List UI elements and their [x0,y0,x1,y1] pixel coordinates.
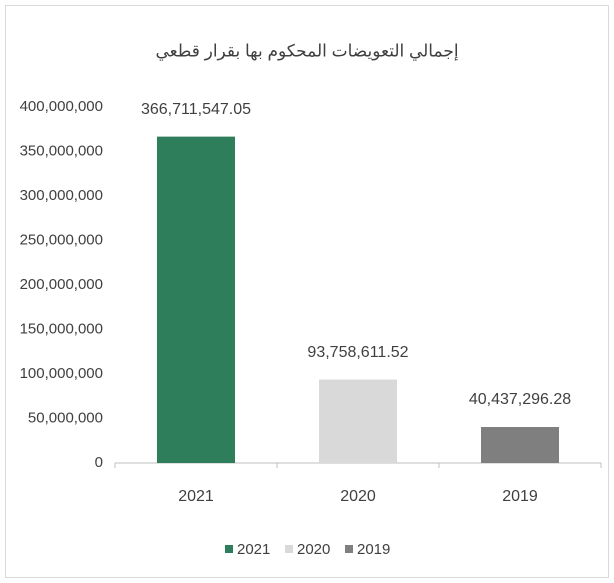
legend-swatch [345,545,353,553]
y-tick-label: 100,000,000 [20,365,103,382]
y-tick-label: 400,000,000 [20,98,103,115]
x-tick-label: 2019 [502,488,538,505]
y-tick-label: 300,000,000 [20,187,103,204]
legend-swatch [225,545,233,553]
chart-title: إجمالي التعويضات المحكوم بها بقرار قطعي [155,41,458,61]
data-label: 366,711,547.05 [141,101,251,118]
legend-label: 2020 [297,541,330,558]
bar [157,136,235,464]
data-label: 93,758,611.52 [307,344,408,361]
x-tick-label: 2020 [340,488,376,505]
y-tick-label: 50,000,000 [28,409,103,426]
y-tick-label: 350,000,000 [20,142,103,159]
y-tick-label: 150,000,000 [20,320,103,337]
legend-label: 2021 [237,541,270,558]
x-tick-label: 2021 [178,488,214,505]
y-tick-label: 200,000,000 [20,276,103,293]
bar [481,427,559,463]
y-tick-label: 0 [95,454,103,471]
chart-frame [5,5,609,578]
legend-swatch [285,545,293,553]
y-tick-label: 250,000,000 [20,231,103,248]
bar [319,379,397,463]
legend-label: 2019 [357,541,390,558]
data-label: 40,437,296.28 [469,391,571,408]
